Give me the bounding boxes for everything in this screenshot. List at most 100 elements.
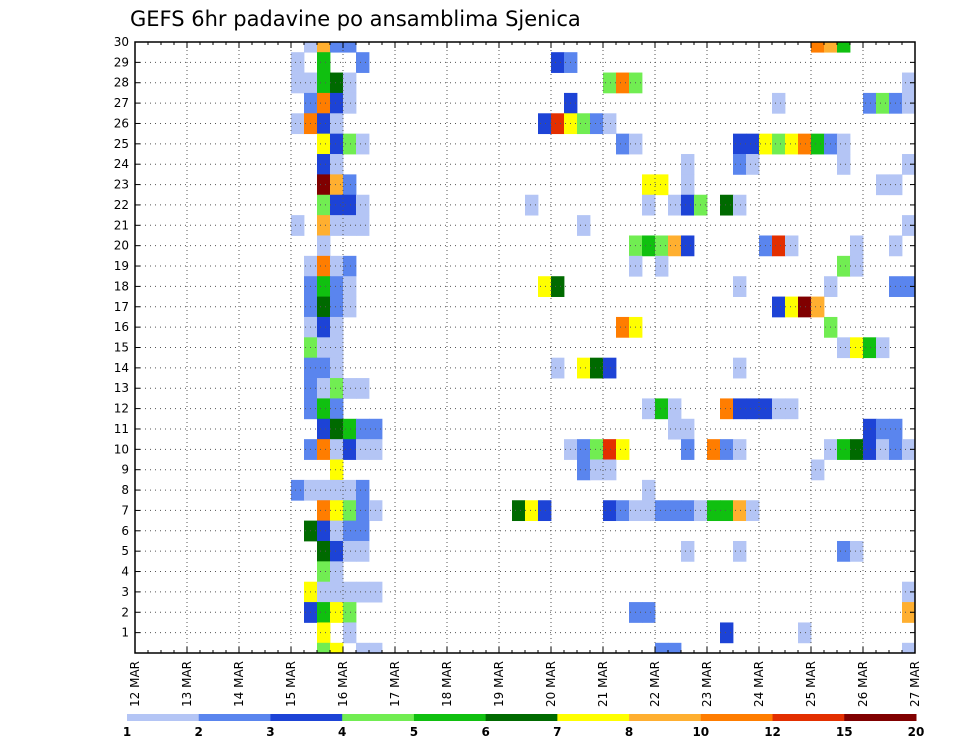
heat-cell [902, 92, 916, 114]
colorbar-segment [270, 714, 343, 721]
heat-cell [850, 255, 864, 277]
heat-cell [291, 215, 305, 236]
heat-cell [707, 500, 721, 522]
x-tick-label: 26 MAR [856, 661, 870, 707]
heat-cell [746, 133, 760, 155]
heat-cell [343, 479, 357, 501]
x-tick-label: 19 MAR [492, 661, 506, 707]
colorbar-label: 20 [908, 725, 925, 739]
heat-cell [356, 133, 370, 155]
heat-cell [616, 500, 630, 522]
heat-cell [317, 235, 331, 257]
heat-cell [603, 113, 617, 135]
heat-cell [850, 540, 864, 562]
heat-cell [798, 622, 812, 644]
heat-cell [902, 276, 916, 297]
heat-cell [356, 194, 370, 216]
heat-cell [798, 296, 812, 318]
heat-cell [785, 235, 799, 257]
heat-cell [577, 357, 591, 379]
heat-cell [655, 235, 669, 257]
heat-cell [343, 439, 357, 460]
heat-cell [902, 642, 916, 654]
heat-cell [330, 92, 344, 114]
heat-cell [772, 296, 786, 318]
heat-cell [850, 337, 864, 359]
heat-cell [551, 113, 565, 135]
heat-cell [590, 113, 604, 135]
colorbar-segment [198, 714, 271, 721]
colorbar-label: 10 [692, 725, 709, 739]
y-axis: 1234567891011121314151617181920212223242… [114, 35, 915, 640]
colorbar-label: 12 [764, 725, 781, 739]
heat-cell [772, 133, 786, 155]
heat-cell [902, 602, 916, 623]
heat-cell [317, 398, 331, 420]
heat-cell [343, 92, 357, 114]
heat-cell [720, 622, 734, 644]
heat-cell [902, 154, 916, 175]
heat-cell [356, 479, 370, 501]
heat-cell [317, 540, 331, 562]
y-tick-label: 17 [114, 300, 129, 314]
heat-cell [733, 398, 747, 420]
x-tick-label: 13 MAR [180, 661, 194, 707]
heat-cell [785, 296, 799, 318]
heat-cell [356, 378, 370, 399]
heat-cell [733, 540, 747, 562]
heat-cell [330, 581, 344, 603]
colorbar-segment [127, 714, 200, 721]
y-tick-label: 19 [114, 259, 129, 273]
y-tick-label: 15 [114, 341, 129, 355]
colorbar-segment [413, 714, 487, 721]
colorbar-label: 5 [410, 725, 418, 739]
heat-cell [330, 540, 344, 562]
heat-cell [642, 479, 656, 501]
x-tick-label: 17 MAR [388, 661, 402, 707]
chart-title: GEFS 6hr padavine po ansamblima Sjenica [130, 7, 581, 31]
heat-cell [642, 235, 656, 257]
heat-cell [330, 439, 344, 460]
heat-cell [837, 540, 851, 562]
heat-cell [291, 113, 305, 135]
x-tick-label: 24 MAR [752, 661, 766, 707]
heat-cell [577, 459, 591, 481]
heat-cell [317, 92, 331, 114]
x-tick-label: 22 MAR [648, 661, 662, 707]
heat-cell [525, 500, 539, 522]
heat-cell [902, 215, 916, 236]
cells-layer [291, 42, 916, 654]
heat-cell [733, 439, 747, 460]
heat-cell [642, 194, 656, 216]
heat-cell [343, 581, 357, 603]
heat-cell [330, 500, 344, 522]
heat-cell [642, 500, 656, 522]
heat-cell [369, 642, 383, 654]
y-tick-label: 25 [114, 137, 129, 151]
heat-cell [330, 357, 344, 379]
x-tick-label: 20 MAR [544, 661, 558, 707]
heat-cell [330, 479, 344, 501]
x-tick-label: 16 MAR [336, 661, 350, 707]
heat-cell [681, 500, 695, 522]
heat-cell [330, 602, 344, 623]
heat-cell [343, 418, 357, 440]
heat-cell [317, 276, 331, 297]
heat-cell [356, 581, 370, 603]
heat-cell [642, 602, 656, 623]
heat-cell [837, 42, 851, 53]
heat-cell [317, 418, 331, 440]
heat-cell [746, 154, 760, 175]
colorbar-label: 2 [195, 725, 203, 739]
heat-cell [317, 642, 331, 654]
heat-cell [668, 194, 682, 216]
heat-cell [330, 255, 344, 277]
y-tick-label: 12 [114, 402, 129, 416]
heat-cell [343, 276, 357, 297]
y-tick-label: 9 [121, 463, 129, 477]
heat-cell [863, 92, 877, 114]
heat-cell [330, 316, 344, 338]
heat-cell [343, 520, 357, 542]
heat-cell [330, 215, 344, 236]
heat-cell [317, 194, 331, 216]
